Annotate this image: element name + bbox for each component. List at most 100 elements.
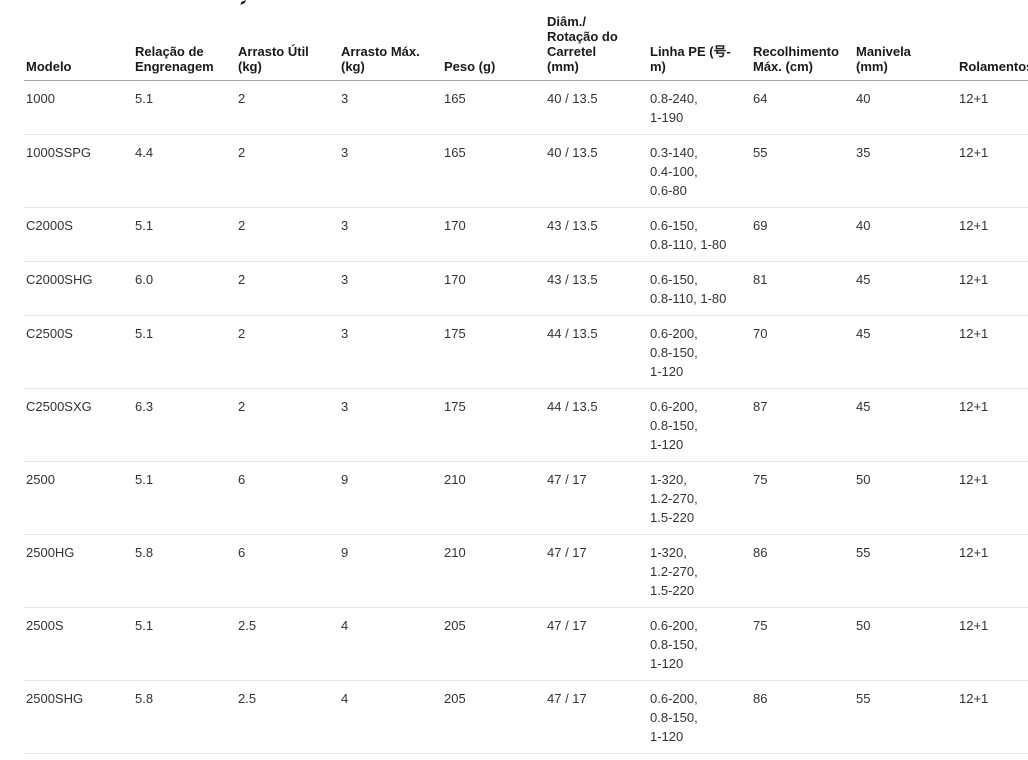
cell-recolhimento: 86 — [751, 680, 854, 754]
cell-relacao: 5.1 — [133, 207, 236, 262]
cell-rolamentos: 12+1 — [957, 80, 1028, 135]
cell-linha_pe: 0.6-200, 0.8-150, 1-120 — [648, 607, 751, 681]
table-row: C2500SXG 6.3 2 3 175 44 / 13.5 0.6-200, 0.8-15… — [24, 388, 1028, 462]
cell-arrasto_max: 3 — [339, 261, 442, 316]
table-row: 2500SHG 5.8 2.5 4 205 47 / 17 0.6-200, 0.8-150… — [24, 680, 1028, 754]
table-row: 2500HG 5.8 6 9 210 47 / 17 1-320, 1.2-270, 1.5… — [24, 534, 1028, 608]
cell-manivela: 35 — [854, 134, 957, 208]
table-row: 1000 5.1 2 3 165 40 / 13.5 0.8-240, 1-190 64 40 1… — [24, 80, 1028, 135]
cell-recolhimento: 69 — [751, 207, 854, 262]
cell-peso: 165 — [442, 134, 545, 208]
cell-linha_pe: 1-320, 1.2-270, 1.5-220 — [648, 461, 751, 535]
cell-manivela: 50 — [854, 461, 957, 535]
cell-linha_pe: 0.6-200, 0.8-150, 1-120 — [648, 315, 751, 389]
cell-rolamentos: 12+1 — [957, 607, 1028, 681]
cell-modelo: 1000SSPG — [24, 134, 133, 208]
cell-manivela: 40 — [854, 80, 957, 135]
cell-modelo: C2000S — [24, 207, 133, 262]
cell-recolhimento: 81 — [751, 261, 854, 316]
cell-recolhimento: 70 — [751, 315, 854, 389]
cell-diam: 47 / 17 — [545, 680, 648, 754]
table-row: 2500 5.1 6 9 210 47 / 17 1-320, 1.2-270, 1.5-2… — [24, 461, 1028, 535]
cell-diam: 47 / 17 — [545, 461, 648, 535]
table-row: 2500S 5.1 2.5 4 205 47 / 17 0.6-200, 0.8-150, … — [24, 607, 1028, 681]
table-body: 1000 5.1 2 3 165 40 / 13.5 0.8-240, 1-190 64 40 1… — [24, 80, 1028, 754]
cell-manivela: 50 — [854, 607, 957, 681]
cell-linha_pe: 1-320, 1.2-270, 1.5-220 — [648, 534, 751, 608]
cell-linha_pe: 0.6-200, 0.8-150, 1-120 — [648, 680, 751, 754]
cell-diam: 44 / 13.5 — [545, 388, 648, 462]
cell-diam: 43 / 13.5 — [545, 261, 648, 316]
cell-modelo: 2500 — [24, 461, 133, 535]
cell-modelo: 2500HG — [24, 534, 133, 608]
cell-modelo: C2000SHG — [24, 261, 133, 316]
cell-modelo: 2500SHG — [24, 680, 133, 754]
cell-relacao: 5.8 — [133, 680, 236, 754]
cell-recolhimento: 55 — [751, 134, 854, 208]
specs-table-container: Modelo Relação de Engrenagem Arrasto Úti… — [24, 6, 1028, 754]
cell-relacao: 6.0 — [133, 261, 236, 316]
column-header-arrasto-max: Arrasto Máx. (kg) — [339, 6, 442, 81]
cell-diam: 47 / 17 — [545, 534, 648, 608]
cell-relacao: 5.8 — [133, 534, 236, 608]
cell-arrasto_util: 6 — [236, 461, 339, 535]
cell-manivela: 40 — [854, 207, 957, 262]
cell-arrasto_util: 2 — [236, 134, 339, 208]
cell-manivela: 45 — [854, 315, 957, 389]
column-header-recolhimento: Recolhimento Máx. (cm) — [751, 6, 854, 81]
cell-arrasto_max: 3 — [339, 388, 442, 462]
cell-arrasto_max: 3 — [339, 134, 442, 208]
clipped-title-fragment — [240, 0, 247, 5]
cell-peso: 165 — [442, 80, 545, 135]
table-row: C2000S 5.1 2 3 170 43 / 13.5 0.6-150, 0.8-110,… — [24, 207, 1028, 262]
table-row: C2500S 5.1 2 3 175 44 / 13.5 0.6-200, 0.8-150,… — [24, 315, 1028, 389]
cell-relacao: 6.3 — [133, 388, 236, 462]
reel-specs-table: Modelo Relação de Engrenagem Arrasto Úti… — [24, 6, 1028, 754]
cell-arrasto_util: 2 — [236, 207, 339, 262]
cell-linha_pe: 0.6-150, 0.8-110, 1-80 — [648, 261, 751, 316]
cell-modelo: 2500S — [24, 607, 133, 681]
cell-arrasto_max: 3 — [339, 315, 442, 389]
cell-peso: 210 — [442, 534, 545, 608]
cell-diam: 40 / 13.5 — [545, 80, 648, 135]
cell-arrasto_max: 9 — [339, 534, 442, 608]
cell-relacao: 4.4 — [133, 134, 236, 208]
cell-peso: 175 — [442, 388, 545, 462]
cell-recolhimento: 87 — [751, 388, 854, 462]
column-header-rolamentos: Rolamentos — [957, 6, 1028, 81]
column-header-diametro: Diâm./ Rotação do Carretel (mm) — [545, 6, 648, 81]
cell-arrasto_util: 2 — [236, 261, 339, 316]
cell-peso: 175 — [442, 315, 545, 389]
cell-arrasto_max: 4 — [339, 607, 442, 681]
header-row: Modelo Relação de Engrenagem Arrasto Úti… — [24, 6, 1028, 81]
column-header-manivela: Manivela (mm) — [854, 6, 957, 81]
cell-manivela: 45 — [854, 388, 957, 462]
cell-rolamentos: 12+1 — [957, 388, 1028, 462]
cell-arrasto_util: 2 — [236, 80, 339, 135]
cell-manivela: 55 — [854, 680, 957, 754]
cell-rolamentos: 12+1 — [957, 315, 1028, 389]
cell-relacao: 5.1 — [133, 80, 236, 135]
cell-manivela: 45 — [854, 261, 957, 316]
cell-arrasto_max: 9 — [339, 461, 442, 535]
cell-recolhimento: 64 — [751, 80, 854, 135]
cell-modelo: C2500SXG — [24, 388, 133, 462]
cell-recolhimento: 86 — [751, 534, 854, 608]
column-header-peso: Peso (g) — [442, 6, 545, 81]
cell-rolamentos: 12+1 — [957, 207, 1028, 262]
cell-arrasto_max: 4 — [339, 680, 442, 754]
cell-linha_pe: 0.8-240, 1-190 — [648, 80, 751, 135]
table-header: Modelo Relação de Engrenagem Arrasto Úti… — [24, 6, 1028, 81]
cell-arrasto_util: 2.5 — [236, 607, 339, 681]
cell-modelo: 1000 — [24, 80, 133, 135]
column-header-linha-pe: Linha PE (号- m) — [648, 6, 751, 81]
cell-manivela: 55 — [854, 534, 957, 608]
column-header-arrasto-util: Arrasto Útil (kg) — [236, 6, 339, 81]
cell-rolamentos: 12+1 — [957, 261, 1028, 316]
cell-relacao: 5.1 — [133, 315, 236, 389]
cell-diam: 43 / 13.5 — [545, 207, 648, 262]
cell-linha_pe: 0.3-140, 0.4-100, 0.6-80 — [648, 134, 751, 208]
cell-arrasto_util: 2 — [236, 315, 339, 389]
cell-relacao: 5.1 — [133, 607, 236, 681]
